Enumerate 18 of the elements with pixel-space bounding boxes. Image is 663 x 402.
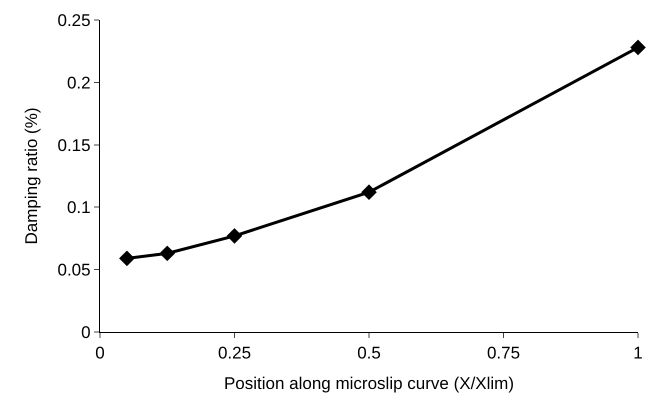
point	[630, 40, 646, 56]
y-tick-label: 0.1	[66, 198, 91, 218]
y-axis-title: Damping ratio (%)	[22, 108, 42, 244]
y-tick-label: 0.05	[58, 260, 91, 280]
y-tick-label: 0.25	[58, 10, 91, 30]
x-axis-title: Position along microslip curve (X/Xlim)	[224, 374, 514, 393]
x-tick-label: 0	[95, 343, 105, 362]
y-tick-label: 0	[81, 322, 91, 342]
point	[361, 184, 377, 200]
point	[226, 228, 242, 244]
x-tick-label: 0.75	[486, 343, 520, 362]
x-tick-label: 0.25	[218, 343, 252, 362]
x-tick-label: 0.5	[357, 343, 381, 362]
y-tick-label: 0.2	[66, 73, 91, 92]
x-tick-label: 1	[633, 343, 643, 362]
point	[119, 250, 135, 266]
y-tick-label: 0.15	[58, 136, 91, 155]
point	[159, 246, 176, 262]
